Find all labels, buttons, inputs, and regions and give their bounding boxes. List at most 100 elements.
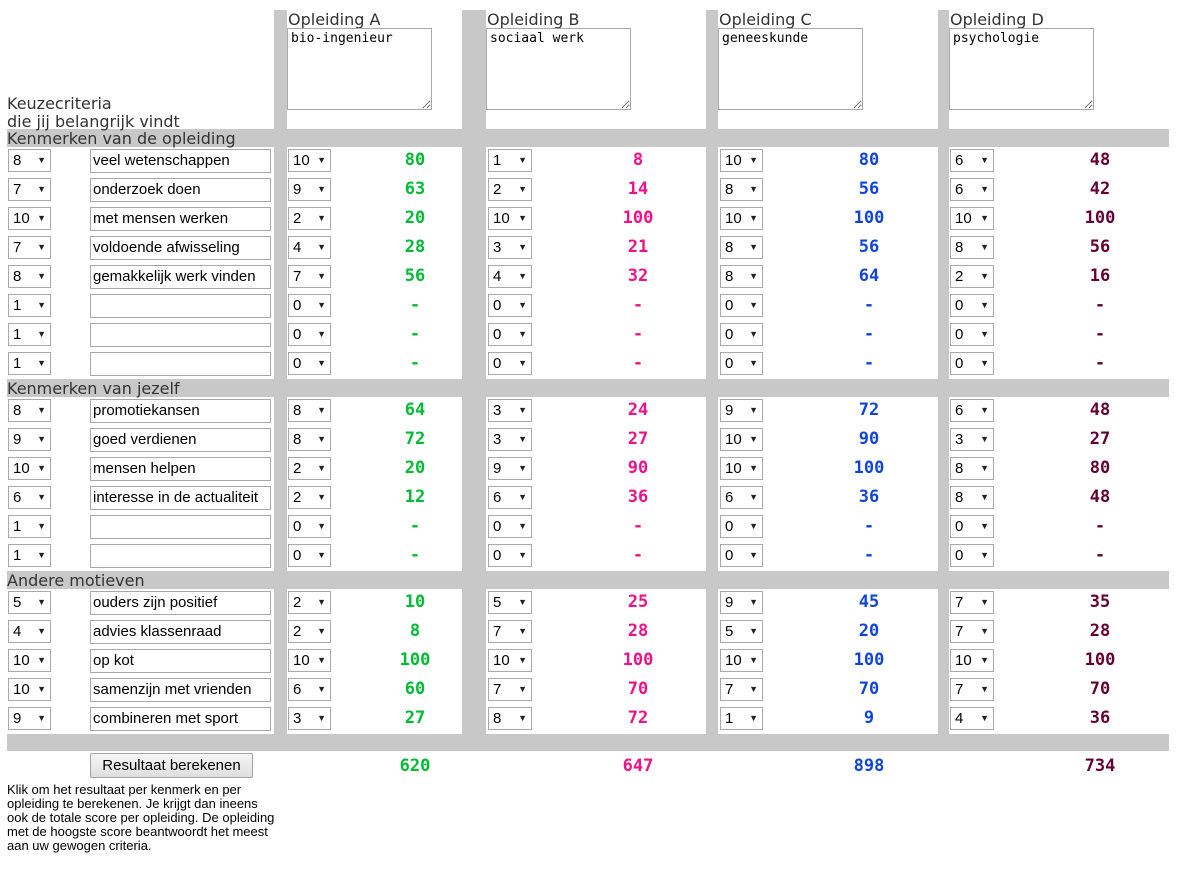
opleiding-c-rating-select[interactable]: 1 ▼: [720, 707, 763, 730]
opleiding-d-name-input[interactable]: [949, 28, 1094, 110]
opleiding-d-rating-select[interactable]: 7 ▼: [950, 678, 994, 701]
criterion-input[interactable]: ouders zijn positief: [90, 591, 271, 615]
opleiding-c-rating-select[interactable]: 0 ▼: [720, 515, 763, 538]
opleiding-c-name-input[interactable]: [718, 28, 863, 110]
opleiding-d-rating-select[interactable]: 0 ▼: [950, 323, 994, 346]
criterion-input[interactable]: promotiekansen: [90, 399, 271, 423]
weight-select[interactable]: 10 ▼: [8, 678, 51, 701]
opleiding-b-rating-select[interactable]: 6 ▼: [488, 486, 532, 509]
opleiding-a-rating-select[interactable]: 2 ▼: [288, 620, 331, 643]
opleiding-a-name-input[interactable]: [287, 28, 432, 110]
calculate-button[interactable]: Resultaat berekenen: [90, 753, 253, 778]
opleiding-b-rating-select[interactable]: 3 ▼: [488, 236, 532, 259]
opleiding-d-rating-select[interactable]: 0 ▼: [950, 352, 994, 375]
weight-select[interactable]: 5 ▼: [8, 591, 51, 614]
weight-select[interactable]: 8 ▼: [8, 149, 51, 172]
opleiding-c-rating-select[interactable]: 0 ▼: [720, 352, 763, 375]
weight-select[interactable]: 10 ▼: [8, 207, 51, 230]
opleiding-a-rating-select[interactable]: 0 ▼: [288, 352, 331, 375]
criterion-input[interactable]: op kot: [90, 649, 271, 673]
opleiding-b-rating-select[interactable]: 5 ▼: [488, 591, 532, 614]
opleiding-c-rating-select[interactable]: 8 ▼: [720, 178, 763, 201]
opleiding-d-rating-select[interactable]: 2 ▼: [950, 265, 994, 288]
criterion-input[interactable]: combineren met sport: [90, 707, 271, 731]
opleiding-b-rating-select[interactable]: 4 ▼: [488, 265, 532, 288]
opleiding-c-rating-select[interactable]: 9 ▼: [720, 591, 763, 614]
opleiding-d-rating-select[interactable]: 10 ▼: [950, 649, 994, 672]
opleiding-c-rating-select[interactable]: 5 ▼: [720, 620, 763, 643]
opleiding-b-rating-select[interactable]: 10 ▼: [488, 207, 532, 230]
weight-select[interactable]: 7 ▼: [8, 178, 51, 201]
opleiding-b-rating-select[interactable]: 0 ▼: [488, 323, 532, 346]
criterion-input[interactable]: veel wetenschappen: [90, 149, 271, 173]
opleiding-b-rating-select[interactable]: 9 ▼: [488, 457, 532, 480]
opleiding-c-rating-select[interactable]: 9 ▼: [720, 399, 763, 422]
opleiding-b-rating-select[interactable]: 7 ▼: [488, 678, 532, 701]
opleiding-b-rating-select[interactable]: 2 ▼: [488, 178, 532, 201]
opleiding-a-rating-select[interactable]: 6 ▼: [288, 678, 331, 701]
weight-select[interactable]: 8 ▼: [8, 265, 51, 288]
opleiding-a-rating-select[interactable]: 8 ▼: [288, 399, 331, 422]
criterion-input[interactable]: gemakkelijk werk vinden: [90, 265, 271, 289]
opleiding-b-rating-select[interactable]: 1 ▼: [488, 149, 532, 172]
weight-select[interactable]: 10 ▼: [8, 649, 51, 672]
opleiding-b-rating-select[interactable]: 0 ▼: [488, 544, 532, 567]
opleiding-d-rating-select[interactable]: 8 ▼: [950, 236, 994, 259]
opleiding-d-rating-select[interactable]: 8 ▼: [950, 457, 994, 480]
opleiding-d-rating-select[interactable]: 0 ▼: [950, 515, 994, 538]
opleiding-b-rating-select[interactable]: 0 ▼: [488, 294, 532, 317]
criterion-input[interactable]: [90, 294, 271, 318]
opleiding-b-name-input[interactable]: [486, 28, 631, 110]
weight-select[interactable]: 8 ▼: [8, 399, 51, 422]
criterion-input[interactable]: [90, 352, 271, 376]
weight-select[interactable]: 1 ▼: [8, 515, 51, 538]
opleiding-a-rating-select[interactable]: 0 ▼: [288, 544, 331, 567]
opleiding-c-rating-select[interactable]: 6 ▼: [720, 486, 763, 509]
opleiding-d-rating-select[interactable]: 4 ▼: [950, 707, 994, 730]
opleiding-d-rating-select[interactable]: 7 ▼: [950, 620, 994, 643]
opleiding-a-rating-select[interactable]: 10 ▼: [288, 149, 331, 172]
opleiding-c-rating-select[interactable]: 7 ▼: [720, 678, 763, 701]
opleiding-d-rating-select[interactable]: 8 ▼: [950, 486, 994, 509]
opleiding-b-rating-select[interactable]: 3 ▼: [488, 399, 532, 422]
opleiding-a-rating-select[interactable]: 2 ▼: [288, 207, 331, 230]
weight-select[interactable]: 1 ▼: [8, 352, 51, 375]
opleiding-c-rating-select[interactable]: 10 ▼: [720, 207, 763, 230]
opleiding-a-rating-select[interactable]: 3 ▼: [288, 707, 331, 730]
opleiding-a-rating-select[interactable]: 2 ▼: [288, 486, 331, 509]
criterion-input[interactable]: [90, 323, 271, 347]
opleiding-a-rating-select[interactable]: 7 ▼: [288, 265, 331, 288]
opleiding-c-rating-select[interactable]: 10 ▼: [720, 457, 763, 480]
opleiding-a-rating-select[interactable]: 0 ▼: [288, 294, 331, 317]
opleiding-d-rating-select[interactable]: 7 ▼: [950, 591, 994, 614]
opleiding-c-rating-select[interactable]: 10 ▼: [720, 149, 763, 172]
weight-select[interactable]: 7 ▼: [8, 236, 51, 259]
weight-select[interactable]: 10 ▼: [8, 457, 51, 480]
opleiding-d-rating-select[interactable]: 6 ▼: [950, 149, 994, 172]
opleiding-c-rating-select[interactable]: 0 ▼: [720, 294, 763, 317]
opleiding-a-rating-select[interactable]: 2 ▼: [288, 591, 331, 614]
criterion-input[interactable]: samenzijn met vrienden: [90, 678, 271, 702]
opleiding-b-rating-select[interactable]: 3 ▼: [488, 428, 532, 451]
opleiding-a-rating-select[interactable]: 4 ▼: [288, 236, 331, 259]
opleiding-a-rating-select[interactable]: 2 ▼: [288, 457, 331, 480]
opleiding-a-rating-select[interactable]: 9 ▼: [288, 178, 331, 201]
opleiding-b-rating-select[interactable]: 0 ▼: [488, 352, 532, 375]
criterion-input[interactable]: met mensen werken: [90, 207, 271, 231]
weight-select[interactable]: 1 ▼: [8, 323, 51, 346]
criterion-input[interactable]: [90, 544, 271, 568]
weight-select[interactable]: 4 ▼: [8, 620, 51, 643]
opleiding-c-rating-select[interactable]: 10 ▼: [720, 428, 763, 451]
opleiding-b-rating-select[interactable]: 0 ▼: [488, 515, 532, 538]
criterion-input[interactable]: onderzoek doen: [90, 178, 271, 202]
opleiding-d-rating-select[interactable]: 6 ▼: [950, 178, 994, 201]
weight-select[interactable]: 6 ▼: [8, 486, 51, 509]
opleiding-c-rating-select[interactable]: 8 ▼: [720, 236, 763, 259]
opleiding-b-rating-select[interactable]: 10 ▼: [488, 649, 532, 672]
opleiding-d-rating-select[interactable]: 10 ▼: [950, 207, 994, 230]
opleiding-b-rating-select[interactable]: 8 ▼: [488, 707, 532, 730]
opleiding-d-rating-select[interactable]: 0 ▼: [950, 544, 994, 567]
criterion-input[interactable]: interesse in de actualiteit: [90, 486, 271, 510]
opleiding-a-rating-select[interactable]: 0 ▼: [288, 515, 331, 538]
opleiding-a-rating-select[interactable]: 8 ▼: [288, 428, 331, 451]
